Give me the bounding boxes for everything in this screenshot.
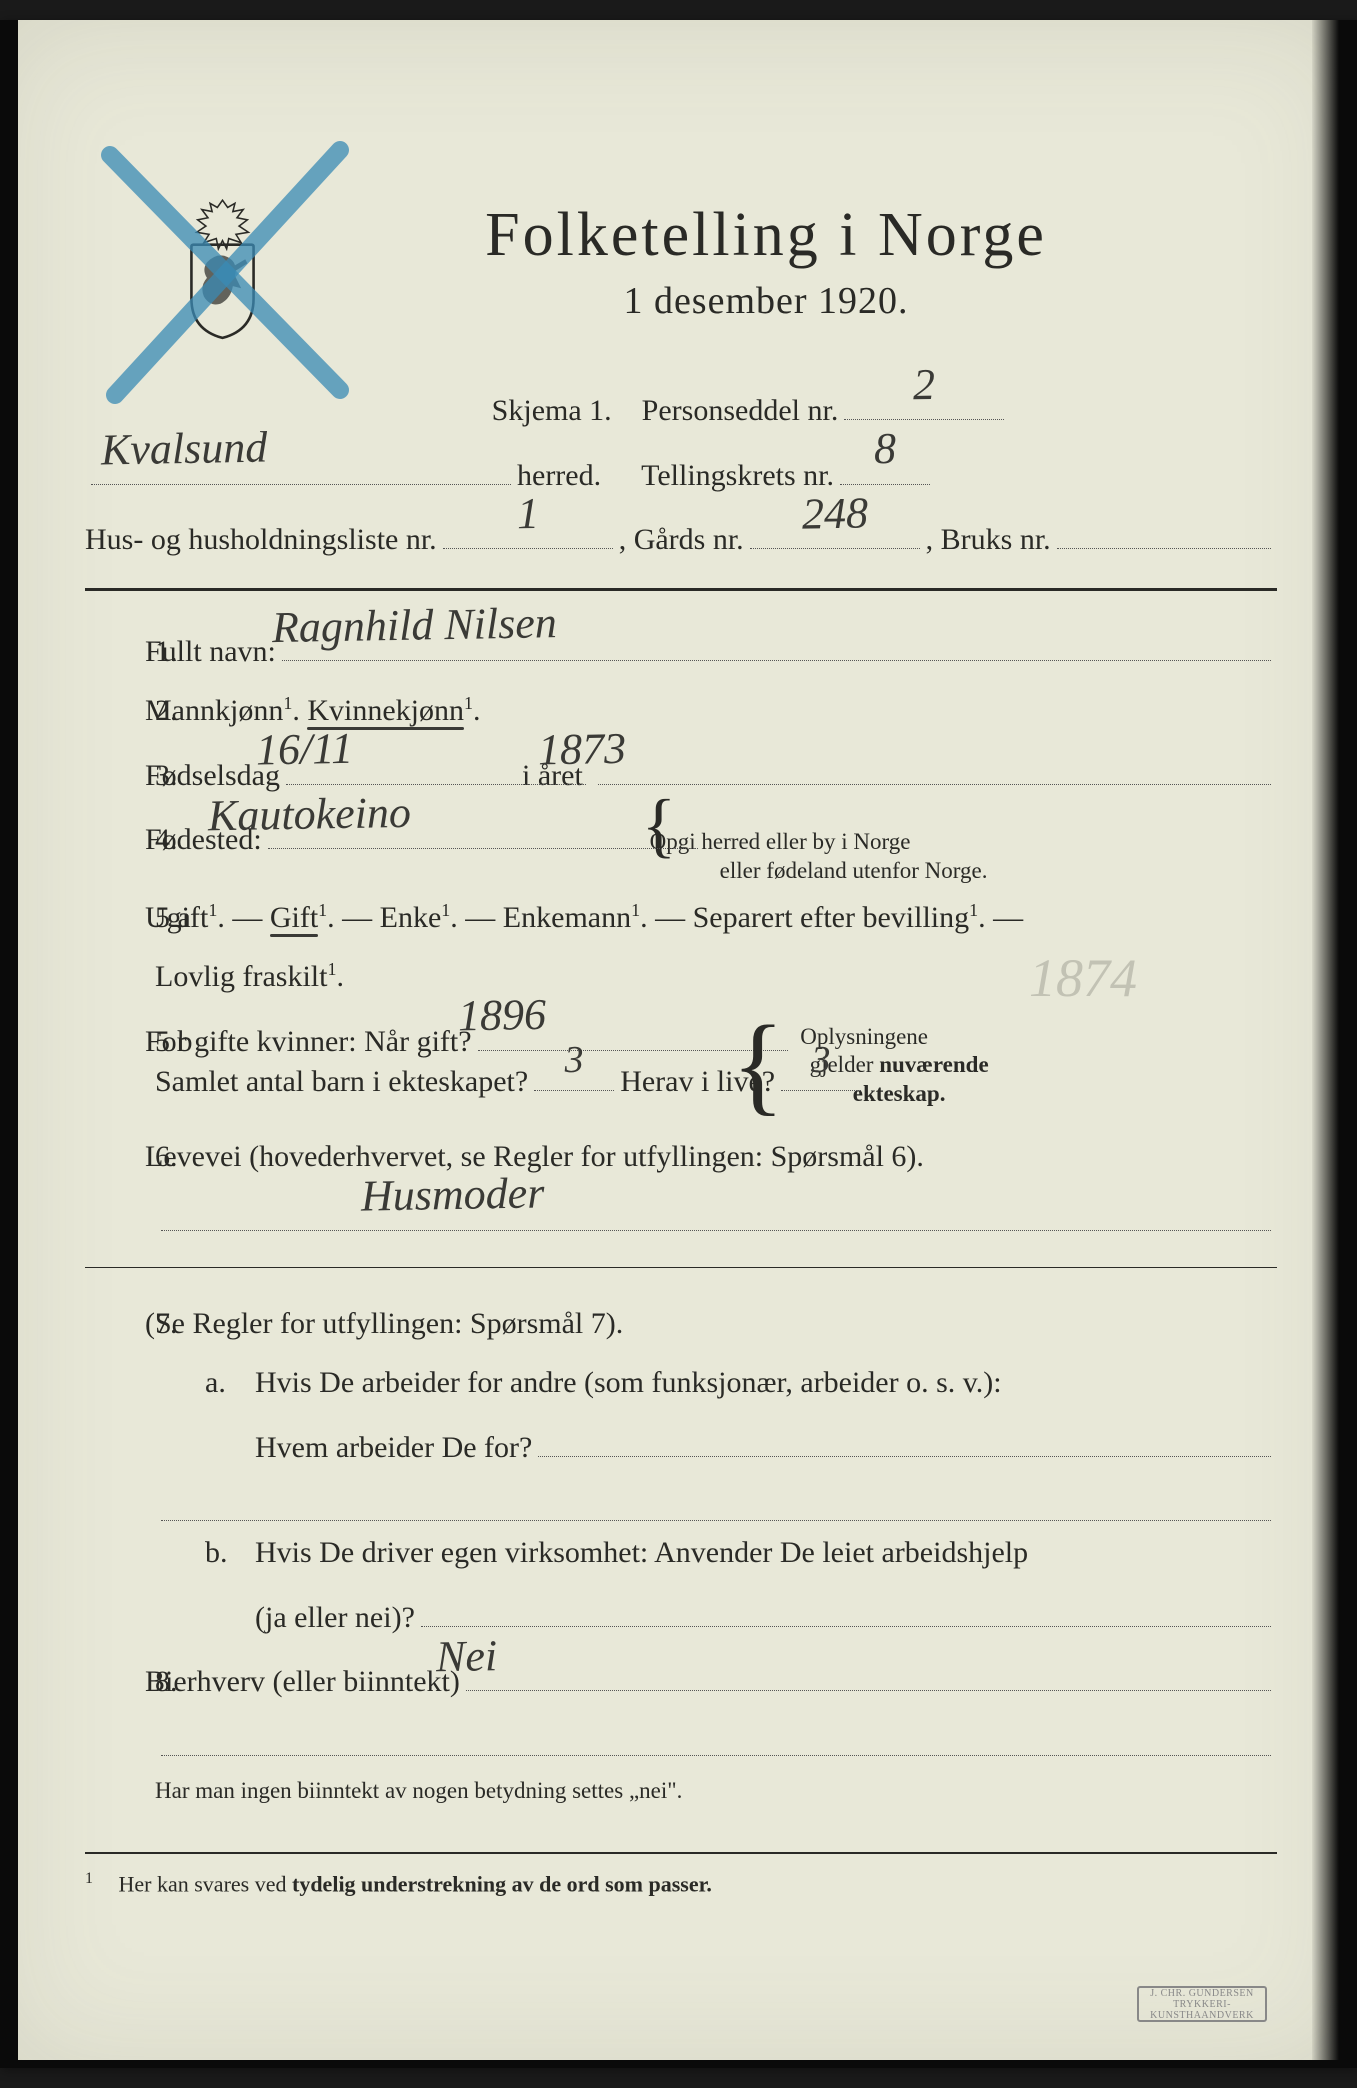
q1-row: 1. Fullt navn: Ragnhild Nilsen	[85, 619, 1277, 680]
subtitle: 1 desember 1920.	[255, 279, 1277, 323]
form-body: Skjema 1. Personseddel nr. 2 Kvalsund he…	[85, 378, 1277, 1905]
gards-value: 248	[801, 472, 868, 555]
q7b-text2: (ja eller nei)?	[255, 1590, 415, 1646]
q7a-row1: a. Hvis De arbeider for andre (som funks…	[85, 1355, 1277, 1411]
q8-label: Bierhverv (eller biinntekt)	[215, 1654, 460, 1710]
husliste-label: Hus- og husholdningsliste nr.	[85, 512, 437, 568]
q5a-opts: Ugift1. — Gift1. — Enke1. — Enkemann1. —…	[215, 890, 1023, 946]
q3-year: 1873	[607, 708, 626, 790]
husliste-value: 1	[516, 472, 539, 554]
bruks-label: , Bruks nr.	[926, 512, 1051, 568]
coat-of-arms-icon	[170, 195, 275, 340]
q6-row: 6. Levevei (hovederhvervet, se Regler fo…	[85, 1129, 1277, 1185]
q7a-row3	[85, 1479, 1277, 1521]
schema-label: Skjema 1.	[492, 383, 612, 439]
q7b-row2: (ja eller nei)?	[85, 1585, 1277, 1646]
q5b-year: 1896	[527, 974, 546, 1056]
tellingskrets-value: 8	[873, 408, 896, 490]
header-row-2: Kvalsund herred. Tellingskrets nr. 8	[85, 443, 1277, 504]
personseddel-value: 2	[913, 343, 936, 425]
document-page: Folketelling i Norge 1 desember 1920. Sk…	[0, 20, 1357, 2068]
q4-note: Opgi herred eller by i Norge eller fødel…	[720, 828, 988, 886]
main-title: Folketelling i Norge	[255, 200, 1277, 271]
q7a-label: a.	[205, 1355, 255, 1411]
q8-row2	[85, 1714, 1277, 1756]
footnote: 1 Her kan svares ved tydelig understrekn…	[85, 1864, 1277, 1905]
q7-row: 7. (Se Regler for utfyllingen: Spørsmål …	[85, 1296, 1277, 1352]
q6-valuerow: Husmoder	[85, 1189, 1277, 1231]
ghost-year: 1874	[1029, 929, 1137, 1029]
scan-edge-bottom	[0, 2060, 1357, 2068]
scan-edge-right	[1312, 20, 1357, 2068]
q4-row: 4. Fødested: Kautokeino { Opgi herred el…	[85, 807, 1277, 886]
q7a-row2: Hvem arbeider De for?	[85, 1415, 1277, 1476]
printer-stamp: J. CHR. GUNDERSEN TRYKKERI-KUNSTHAANDVER…	[1137, 1986, 1267, 2022]
divider-heavy	[85, 588, 1277, 591]
q7-label: (Se Regler for utfyllingen: Spørsmål 7).	[215, 1296, 623, 1352]
herred-value: Kvalsund	[100, 407, 268, 491]
q5b-barn: 3	[564, 1025, 584, 1096]
header-row-1: Skjema 1. Personseddel nr. 2	[225, 378, 1277, 439]
q6-label: Levevei (hovederhvervet, se Regler for u…	[215, 1129, 924, 1185]
personseddel-label: Personseddel nr.	[642, 383, 839, 439]
hint-text: Har man ingen biinntekt av nogen betydni…	[155, 1770, 1277, 1813]
scan-edge-left	[0, 20, 18, 2068]
q8-row: 8. Bierhverv (eller biinntekt) Nei	[85, 1649, 1277, 1710]
q7b-row1: b. Hvis De driver egen virksomhet: Anven…	[85, 1525, 1277, 1581]
header-row-3: Hus- og husholdningsliste nr. 1 , Gårds …	[85, 507, 1277, 568]
q5b-label2: Samlet antal barn i ekteskapet?	[155, 1054, 528, 1110]
title-block: Folketelling i Norge 1 desember 1920.	[255, 200, 1277, 323]
footnote-rule	[85, 1852, 1277, 1854]
gards-label: , Gårds nr.	[619, 512, 744, 568]
q6-value: Husmoder	[360, 1153, 545, 1238]
q1-value: Ragnhild Nilsen	[341, 582, 557, 667]
q7b-text1: Hvis De driver egen virksomhet: Anvender…	[255, 1525, 1028, 1581]
q5b-live: 3	[811, 1025, 831, 1096]
q5a-row2: Lovlig fraskilt1. 1874	[85, 949, 1277, 1005]
q7a-text1: Hvis De arbeider for andre (som funksjon…	[255, 1355, 1002, 1411]
q1-label: Fullt navn:	[215, 624, 276, 680]
q7b-label: b.	[205, 1525, 255, 1581]
q5a-line2: Lovlig fraskilt1.	[155, 949, 344, 1005]
q7a-text2: Hvem arbeider De for?	[255, 1420, 532, 1476]
q4-value: Kautokeino	[277, 771, 411, 855]
divider-thin	[85, 1267, 1277, 1268]
